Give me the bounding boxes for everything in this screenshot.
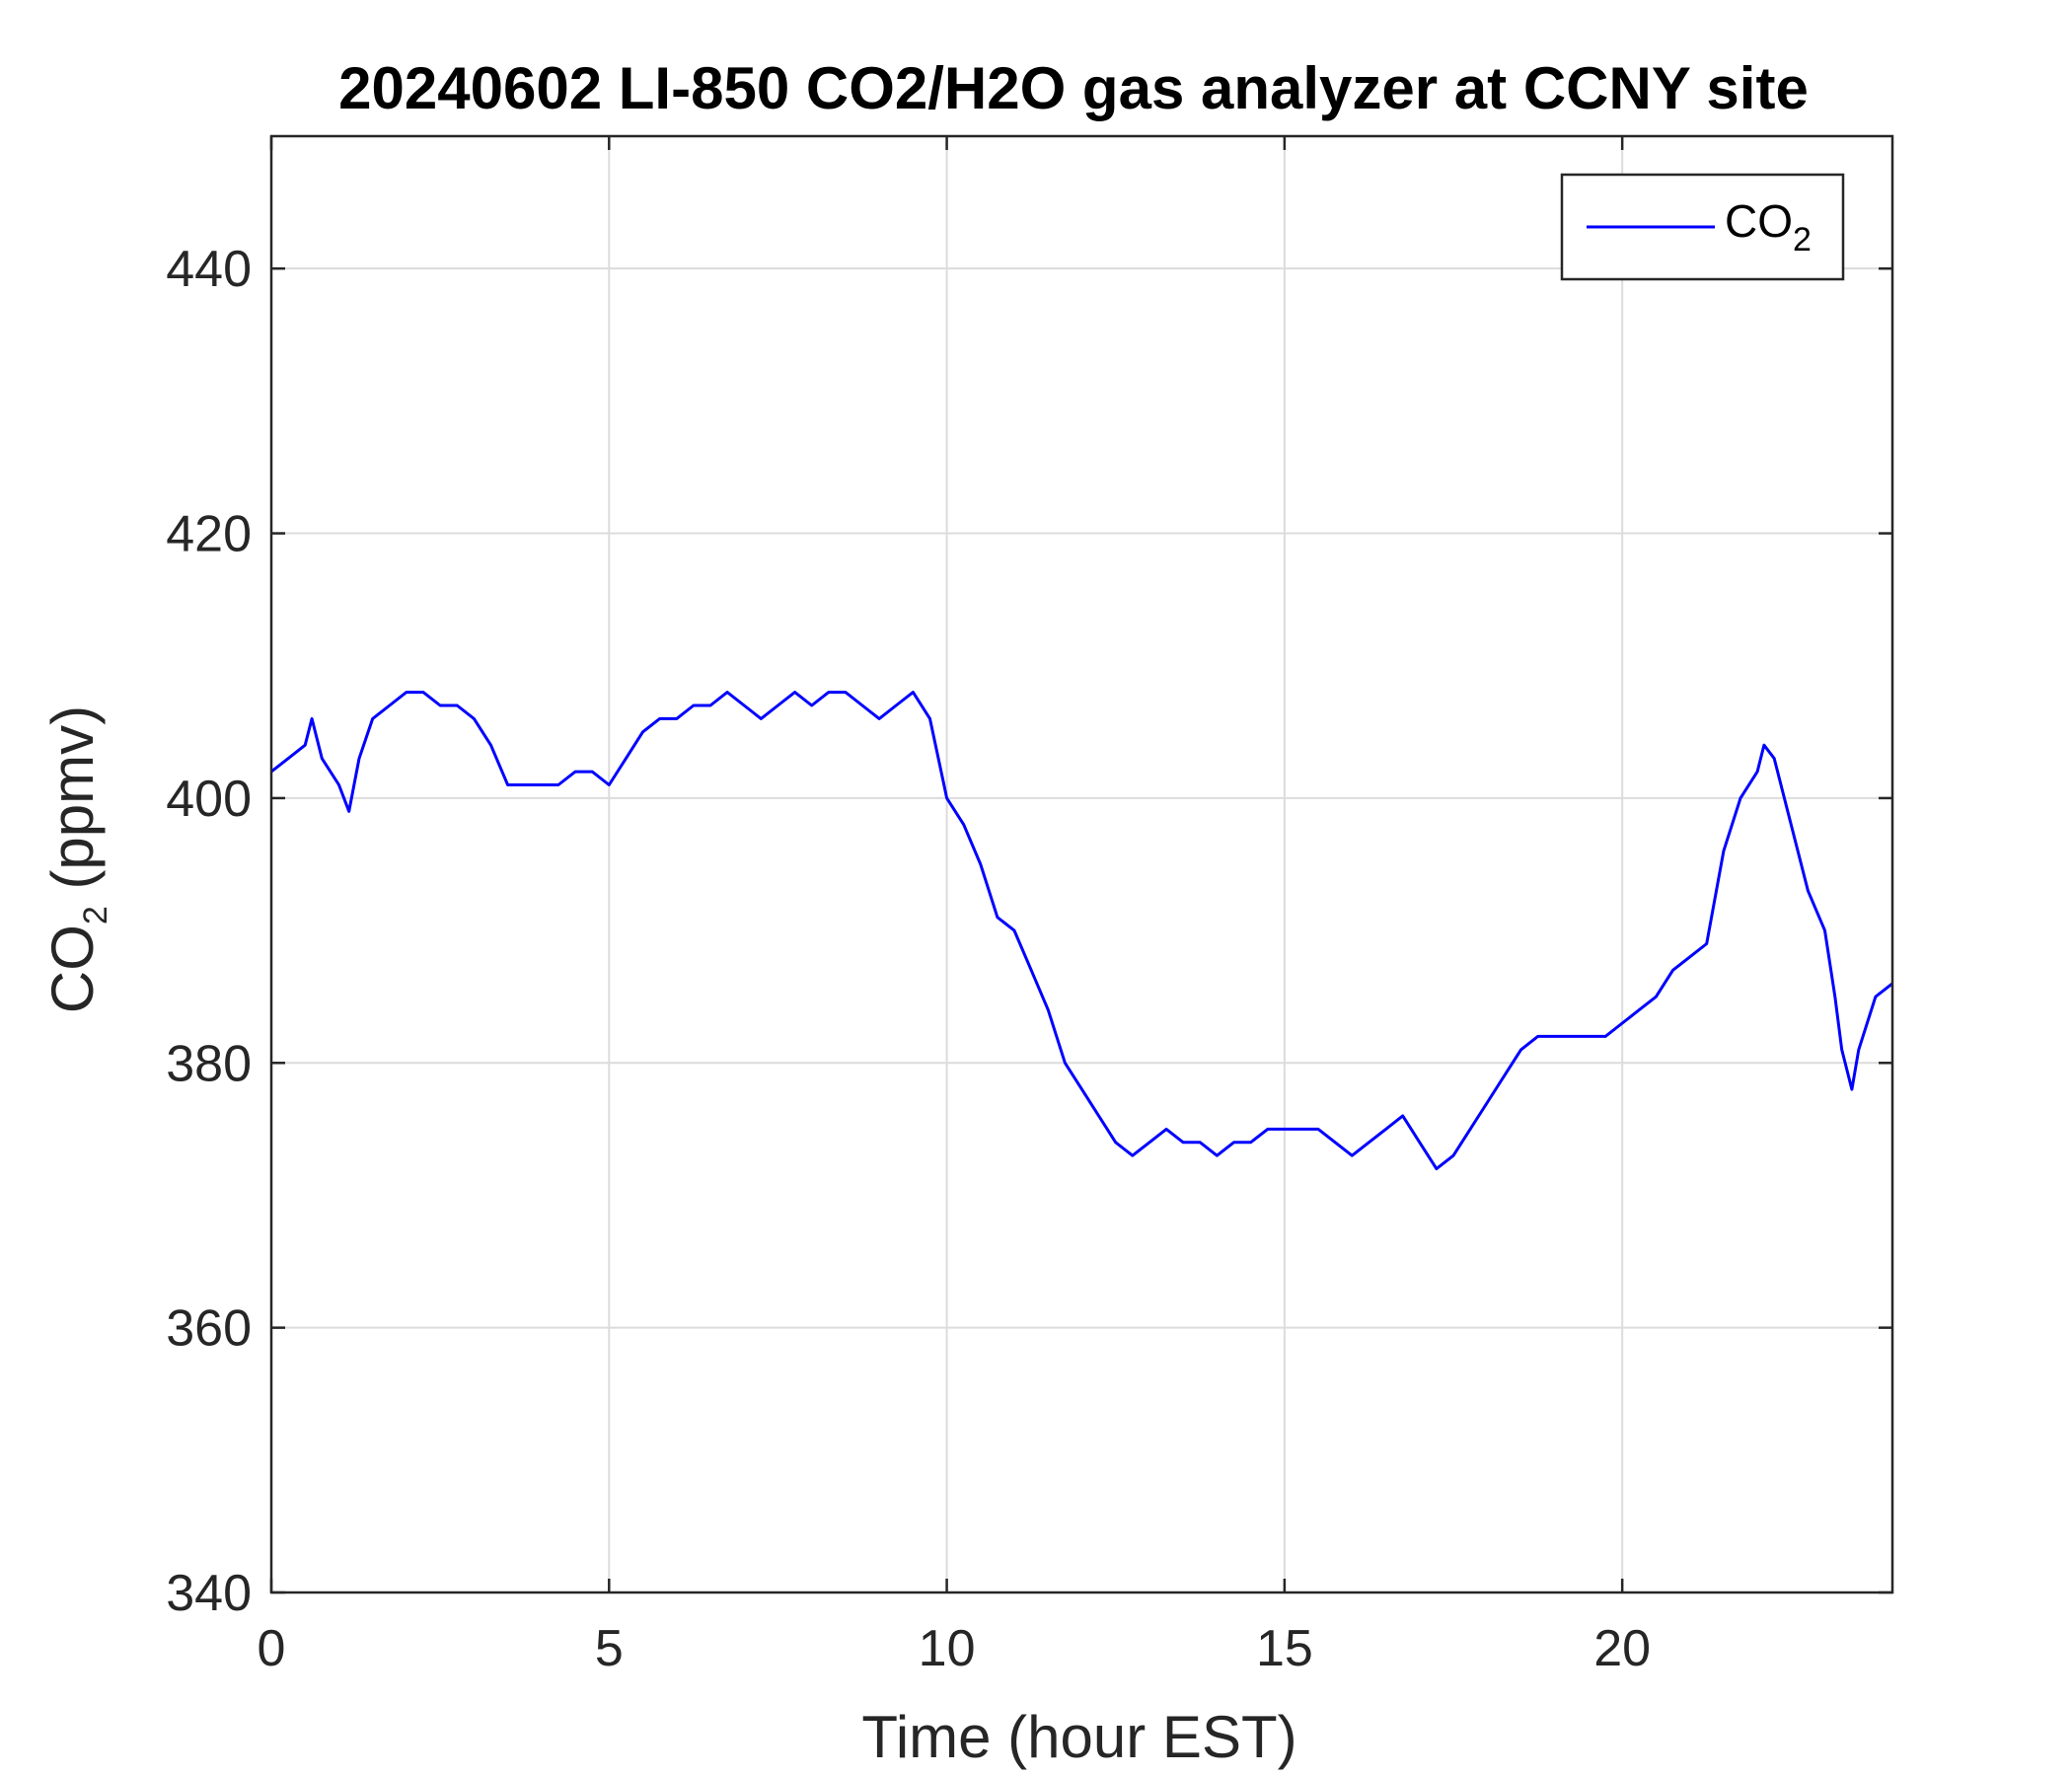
y-tick-label: 340 [166,1565,252,1622]
x-tick-label: 0 [258,1620,286,1677]
x-tick-label: 5 [595,1620,624,1677]
y-tick-label: 440 [166,241,252,298]
y-tick-label: 380 [166,1035,252,1092]
tick-marks [269,136,1892,1594]
x-tick-label: 10 [919,1620,976,1677]
x-tick-label: 15 [1256,1620,1313,1677]
legend: CO2 [1560,173,1845,281]
y-axis-label-main: CO [39,925,106,1013]
x-axis-label: Time (hour EST) [861,1704,1296,1770]
plot-area [271,136,1892,1592]
legend-entry-co2: CO2 [1725,195,1812,259]
series-layer [270,691,1893,1171]
axes-frame [269,134,1894,1594]
y-axis-label-suffix: (ppmv) [39,705,106,906]
y-tick-labels: 340 360 380 400 420 440 [166,241,252,1622]
series-line-co2 [270,691,1893,1171]
y-tick-label: 420 [166,506,252,563]
y-axis-label-subscript: 2 [77,906,114,925]
y-tick-label: 400 [166,771,252,828]
y-axis-label: CO2 (ppmv) [39,705,114,1013]
y-tick-label: 360 [166,1300,252,1358]
legend-entry-subscript: 2 [1793,221,1812,259]
legend-entry-main: CO [1725,195,1793,247]
chart-title: 20240602 LI-850 CO2/H2O gas analyzer at … [338,55,1809,121]
x-tick-labels: 0 5 10 15 20 [258,1620,1652,1677]
x-tick-label: 20 [1593,1620,1651,1677]
